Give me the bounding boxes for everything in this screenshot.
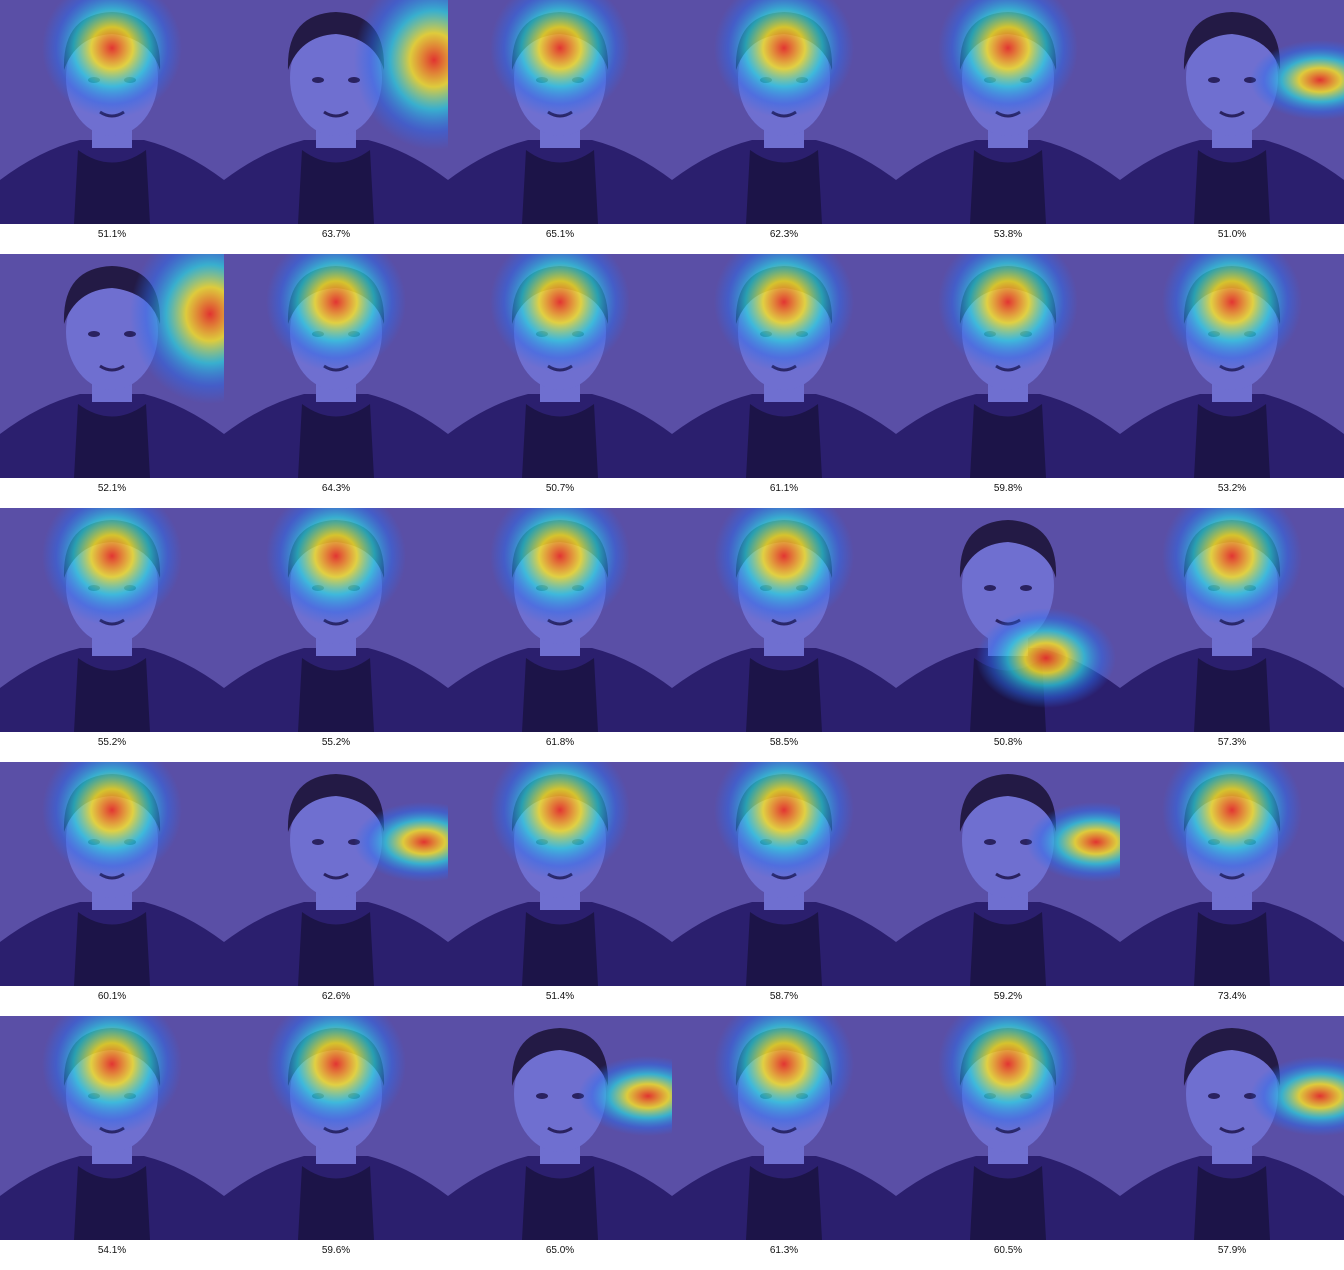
confidence-caption: 54.1%	[97, 1245, 127, 1256]
heatmap-tile: 61.1%	[672, 254, 896, 508]
heatmap-tile: 59.8%	[896, 254, 1120, 508]
face-heatmap-image	[0, 508, 224, 732]
heatmap-tile: 73.4%	[1120, 762, 1344, 1016]
confidence-caption: 59.8%	[993, 483, 1023, 494]
confidence-caption: 53.8%	[993, 229, 1023, 240]
face-heatmap-image	[672, 508, 896, 732]
heatmap-tile: 51.0%	[1120, 0, 1344, 254]
confidence-caption: 51.4%	[545, 991, 575, 1002]
face-heatmap-image	[896, 1016, 1120, 1240]
confidence-caption: 60.5%	[993, 1245, 1023, 1256]
heatmap-tile: 65.1%	[448, 0, 672, 254]
heatmap-tile: 53.8%	[896, 0, 1120, 254]
face-heatmap-image	[1120, 1016, 1344, 1240]
face-heatmap-image	[672, 0, 896, 224]
face-heatmap-image	[672, 254, 896, 478]
confidence-caption: 58.5%	[769, 737, 799, 748]
heatmap-tile: 51.4%	[448, 762, 672, 1016]
confidence-caption: 51.0%	[1217, 229, 1247, 240]
heatmap-tile: 53.2%	[1120, 254, 1344, 508]
face-heatmap-image	[224, 254, 448, 478]
face-heatmap-image	[448, 508, 672, 732]
face-heatmap-image	[896, 762, 1120, 986]
confidence-caption: 64.3%	[321, 483, 351, 494]
face-heatmap-image	[896, 508, 1120, 732]
heatmap-tile: 62.6%	[224, 762, 448, 1016]
heatmap-tile: 61.8%	[448, 508, 672, 762]
heatmap-tile: 55.2%	[224, 508, 448, 762]
heatmap-tile: 59.6%	[224, 1016, 448, 1270]
confidence-caption: 73.4%	[1217, 991, 1247, 1002]
heatmap-tile: 59.2%	[896, 762, 1120, 1016]
face-heatmap-image	[0, 254, 224, 478]
face-heatmap-image	[672, 1016, 896, 1240]
confidence-caption: 62.6%	[321, 991, 351, 1002]
face-heatmap-image	[672, 762, 896, 986]
heatmap-tile: 52.1%	[0, 254, 224, 508]
face-heatmap-image	[448, 1016, 672, 1240]
confidence-caption: 60.1%	[97, 991, 127, 1002]
confidence-caption: 62.3%	[769, 229, 799, 240]
confidence-caption: 57.9%	[1217, 1245, 1247, 1256]
face-heatmap-image	[448, 0, 672, 224]
face-heatmap-image	[896, 0, 1120, 224]
face-heatmap-image	[224, 762, 448, 986]
face-heatmap-image	[448, 254, 672, 478]
heatmap-tile: 50.8%	[896, 508, 1120, 762]
face-heatmap-image	[896, 254, 1120, 478]
heatmap-tile: 65.0%	[448, 1016, 672, 1270]
heatmap-tile: 62.3%	[672, 0, 896, 254]
face-heatmap-image	[224, 508, 448, 732]
heatmap-tile: 55.2%	[0, 508, 224, 762]
confidence-caption: 51.1%	[97, 229, 127, 240]
confidence-caption: 61.1%	[769, 483, 799, 494]
face-heatmap-image	[1120, 762, 1344, 986]
confidence-caption: 59.6%	[321, 1245, 351, 1256]
confidence-caption: 50.8%	[993, 737, 1023, 748]
heatmap-tile: 60.5%	[896, 1016, 1120, 1270]
heatmap-tile: 57.3%	[1120, 508, 1344, 762]
face-heatmap-image	[448, 762, 672, 986]
heatmap-tile: 57.9%	[1120, 1016, 1344, 1270]
face-heatmap-image	[1120, 0, 1344, 224]
heatmap-tile: 64.3%	[224, 254, 448, 508]
heatmap-tile: 50.7%	[448, 254, 672, 508]
confidence-caption: 57.3%	[1217, 737, 1247, 748]
heatmap-tile: 60.1%	[0, 762, 224, 1016]
face-heatmap-image	[224, 1016, 448, 1240]
confidence-caption: 52.1%	[97, 483, 127, 494]
heatmap-tile: 58.7%	[672, 762, 896, 1016]
confidence-caption: 55.2%	[97, 737, 127, 748]
confidence-caption: 58.7%	[769, 991, 799, 1002]
heatmap-tile: 61.3%	[672, 1016, 896, 1270]
confidence-caption: 61.8%	[545, 737, 575, 748]
confidence-caption: 61.3%	[769, 1245, 799, 1256]
heatmap-tile: 58.5%	[672, 508, 896, 762]
heatmap-tile: 54.1%	[0, 1016, 224, 1270]
heatmap-tile: 63.7%	[224, 0, 448, 254]
confidence-caption: 65.0%	[545, 1245, 575, 1256]
confidence-caption: 53.2%	[1217, 483, 1247, 494]
confidence-caption: 50.7%	[545, 483, 575, 494]
face-heatmap-image	[0, 0, 224, 224]
confidence-caption: 59.2%	[993, 991, 1023, 1002]
face-heatmap-image	[224, 0, 448, 224]
confidence-caption: 63.7%	[321, 229, 351, 240]
face-heatmap-image	[0, 762, 224, 986]
face-heatmap-image	[1120, 508, 1344, 732]
face-heatmap-image	[1120, 254, 1344, 478]
heatmap-tile: 51.1%	[0, 0, 224, 254]
face-heatmap-image	[0, 1016, 224, 1240]
confidence-caption: 65.1%	[545, 229, 575, 240]
confidence-caption: 55.2%	[321, 737, 351, 748]
